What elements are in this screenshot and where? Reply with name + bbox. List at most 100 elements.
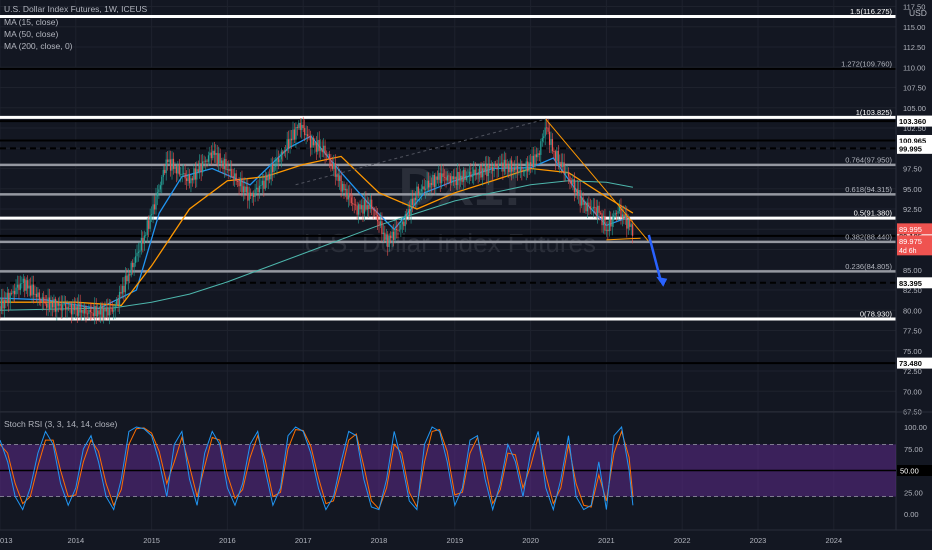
candle-body xyxy=(537,153,539,158)
candle-body xyxy=(534,154,536,167)
candle-body xyxy=(522,171,524,173)
candle-body xyxy=(449,176,452,183)
candle-body xyxy=(426,180,428,189)
candle-body xyxy=(425,188,427,190)
candle-body xyxy=(435,176,437,187)
time-tick-label: 2018 xyxy=(371,536,388,545)
candle-body xyxy=(477,172,479,175)
candle-body xyxy=(569,176,571,181)
price-tick-label: 82.50 xyxy=(903,286,922,295)
candle-body xyxy=(512,167,514,172)
price-candles xyxy=(0,116,634,325)
time-tick-label: 2022 xyxy=(674,536,691,545)
candle-body xyxy=(461,175,463,182)
candle-body xyxy=(16,284,19,288)
candle-body xyxy=(602,216,605,226)
candle-body xyxy=(490,166,492,169)
candle-body xyxy=(187,174,189,182)
candle-body xyxy=(492,166,494,171)
rsi-mid-badge xyxy=(897,465,932,476)
candle-body xyxy=(505,159,507,169)
candle-body xyxy=(559,161,561,165)
level-label: 1(103.825) xyxy=(856,108,893,117)
candle-body xyxy=(341,183,344,192)
symbol-title[interactable]: U.S. Dollar Index Futures, 1W, ICEUS xyxy=(4,4,148,14)
candle-body xyxy=(592,206,594,209)
price-tick-label: 112.50 xyxy=(903,43,925,52)
candle-body xyxy=(177,164,179,174)
candle-body xyxy=(506,164,508,169)
time-tick-label: 2021 xyxy=(598,536,615,545)
candle-body xyxy=(151,214,153,216)
candle-body xyxy=(422,186,424,190)
candle-body xyxy=(511,160,513,172)
candle-body xyxy=(248,192,250,201)
price-tick-label: 110.00 xyxy=(903,63,925,72)
candle-body xyxy=(388,235,390,247)
candle-body xyxy=(19,283,22,290)
candle-body xyxy=(594,206,596,208)
candle-body xyxy=(407,209,409,216)
time-tick-label: 2019 xyxy=(446,536,463,545)
ma15-legend[interactable]: MA (15, close) xyxy=(4,17,59,27)
trend-drawings[interactable] xyxy=(295,118,668,287)
candle-body xyxy=(369,199,371,210)
candle-body xyxy=(155,196,157,210)
candle-body xyxy=(174,166,176,169)
candle-body xyxy=(392,231,395,240)
candle-body xyxy=(379,221,382,226)
candle-body xyxy=(397,230,399,231)
candle-body xyxy=(344,188,347,191)
candle-body xyxy=(302,124,304,129)
stoch-rsi-legend[interactable]: Stoch RSI (3, 3, 14, 14, close) xyxy=(4,419,118,429)
candle-body xyxy=(134,256,137,263)
candle-body xyxy=(553,151,555,152)
candle-body xyxy=(282,151,284,154)
candle-body xyxy=(304,128,306,136)
candle-body xyxy=(576,188,578,196)
candle-body xyxy=(127,274,129,282)
price-badges: 89.995 89.975 4d 6h xyxy=(897,223,932,256)
candle-body xyxy=(146,220,148,235)
rsi-tick-label: 0.00 xyxy=(904,510,919,519)
time-tick-label: 2014 xyxy=(67,536,84,545)
candle-body xyxy=(81,309,83,313)
candle-body xyxy=(516,164,519,173)
candle-body xyxy=(92,313,94,316)
candle-body xyxy=(102,308,105,318)
fib-levels[interactable]: 1.5(116.275) 1.272(109.760) 1(103.825) 0.76… xyxy=(0,7,896,365)
candle-body xyxy=(73,303,75,311)
candle-body xyxy=(630,224,632,227)
candle-body xyxy=(400,224,402,230)
candle-body xyxy=(171,158,173,171)
candle-body xyxy=(433,174,435,187)
ma200-legend[interactable]: MA (200, close, 0) xyxy=(4,41,73,51)
candle-body xyxy=(38,292,40,300)
candle-body xyxy=(623,214,625,220)
candle-body xyxy=(355,204,357,206)
candle-body xyxy=(613,215,615,221)
candle-body xyxy=(357,204,360,215)
price-axis[interactable]: 117.50 115.00 112.50 110.00 107.50 105.00 102.… xyxy=(895,0,932,530)
candle-body xyxy=(339,175,341,181)
high-badge xyxy=(897,223,932,235)
time-axis[interactable]: 013 2014 2015 2016 2017 2018 2019 2020 2021 2022 2… xyxy=(0,529,932,545)
price-tick-label: 107.50 xyxy=(903,84,926,93)
candle-body xyxy=(298,123,300,128)
candle-body xyxy=(242,186,245,193)
candle-body xyxy=(235,173,237,182)
candle-body xyxy=(513,167,516,170)
candle-body xyxy=(409,209,411,215)
candle-body xyxy=(515,164,517,170)
candle-body xyxy=(566,171,568,173)
candle-body xyxy=(495,163,497,165)
candle-body xyxy=(274,165,277,167)
projection-arrow-shaft xyxy=(647,234,662,280)
dotted-trendline xyxy=(295,118,546,186)
ma50-legend[interactable]: MA (50, close) xyxy=(4,29,59,39)
price-tick-label: 70.00 xyxy=(903,387,922,396)
stoch-rsi-pane[interactable]: 100.00 75.00 50.00 25.00 0.00 xyxy=(0,411,932,519)
candle-body xyxy=(218,153,220,165)
candle-body xyxy=(266,175,268,181)
